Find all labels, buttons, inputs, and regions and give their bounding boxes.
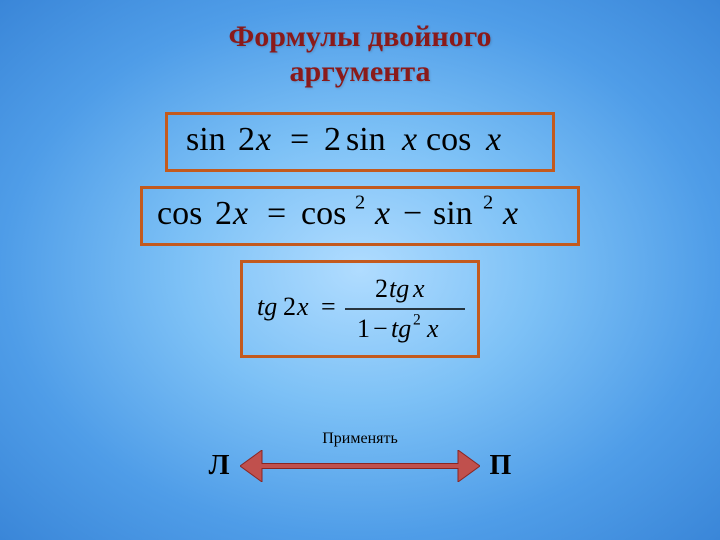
- svg-text:1: 1: [357, 314, 370, 343]
- svg-text:sin: sin: [433, 195, 473, 232]
- svg-text:x: x: [401, 121, 417, 158]
- svg-text:cos: cos: [301, 195, 346, 232]
- svg-text:=: =: [290, 121, 309, 158]
- arrow-row: Л П: [0, 450, 720, 482]
- svg-text:x: x: [502, 195, 518, 232]
- svg-text:cos: cos: [157, 195, 202, 232]
- svg-text:x: x: [426, 314, 439, 343]
- apply-arrow-section: Применять Л П: [0, 430, 720, 482]
- formula-cos2x: cos2x=cos2x−sin2x: [143, 189, 577, 243]
- apply-label: Применять: [0, 430, 720, 448]
- formula-box-tg2x: tg2x=2tgx1−tg2x: [240, 260, 480, 358]
- svg-text:=: =: [321, 292, 336, 321]
- svg-text:=: =: [267, 195, 286, 232]
- svg-text:x: x: [296, 292, 309, 321]
- svg-text:sin: sin: [186, 121, 226, 158]
- formula-box-cos2x: cos2x=cos2x−sin2x: [140, 186, 580, 246]
- svg-text:cos: cos: [426, 121, 471, 158]
- svg-text:2: 2: [238, 121, 255, 158]
- svg-text:2: 2: [375, 274, 388, 303]
- formula-tg2x: tg2x=2tgx1−tg2x: [243, 263, 477, 355]
- svg-text:tg: tg: [389, 274, 409, 303]
- svg-text:tg: tg: [391, 314, 411, 343]
- svg-text:2: 2: [355, 192, 365, 214]
- svg-text:−: −: [373, 314, 388, 343]
- page-title: Формулы двойного аргумента: [0, 20, 720, 89]
- svg-text:x: x: [374, 195, 390, 232]
- arrow-left-letter: Л: [209, 450, 230, 482]
- svg-text:2: 2: [215, 195, 232, 232]
- svg-text:sin: sin: [346, 121, 386, 158]
- slide: Формулы двойного аргумента sin2x=2sinxco…: [0, 0, 720, 540]
- title-line-2: аргумента: [289, 55, 430, 88]
- double-arrow-icon: [240, 450, 480, 482]
- svg-text:x: x: [255, 121, 271, 158]
- svg-text:2: 2: [283, 292, 296, 321]
- title-line-1: Формулы двойного: [228, 20, 491, 53]
- svg-text:2: 2: [413, 312, 421, 329]
- svg-text:−: −: [403, 195, 422, 232]
- formula-sin2x: sin2x=2sinxcosx: [168, 115, 552, 169]
- svg-text:2: 2: [483, 192, 493, 214]
- arrow-right-letter: П: [490, 450, 512, 482]
- svg-text:2: 2: [324, 121, 341, 158]
- formula-box-sin2x: sin2x=2sinxcosx: [165, 112, 555, 172]
- svg-text:x: x: [232, 195, 248, 232]
- svg-text:tg: tg: [257, 292, 277, 321]
- svg-text:x: x: [485, 121, 501, 158]
- svg-text:x: x: [412, 274, 425, 303]
